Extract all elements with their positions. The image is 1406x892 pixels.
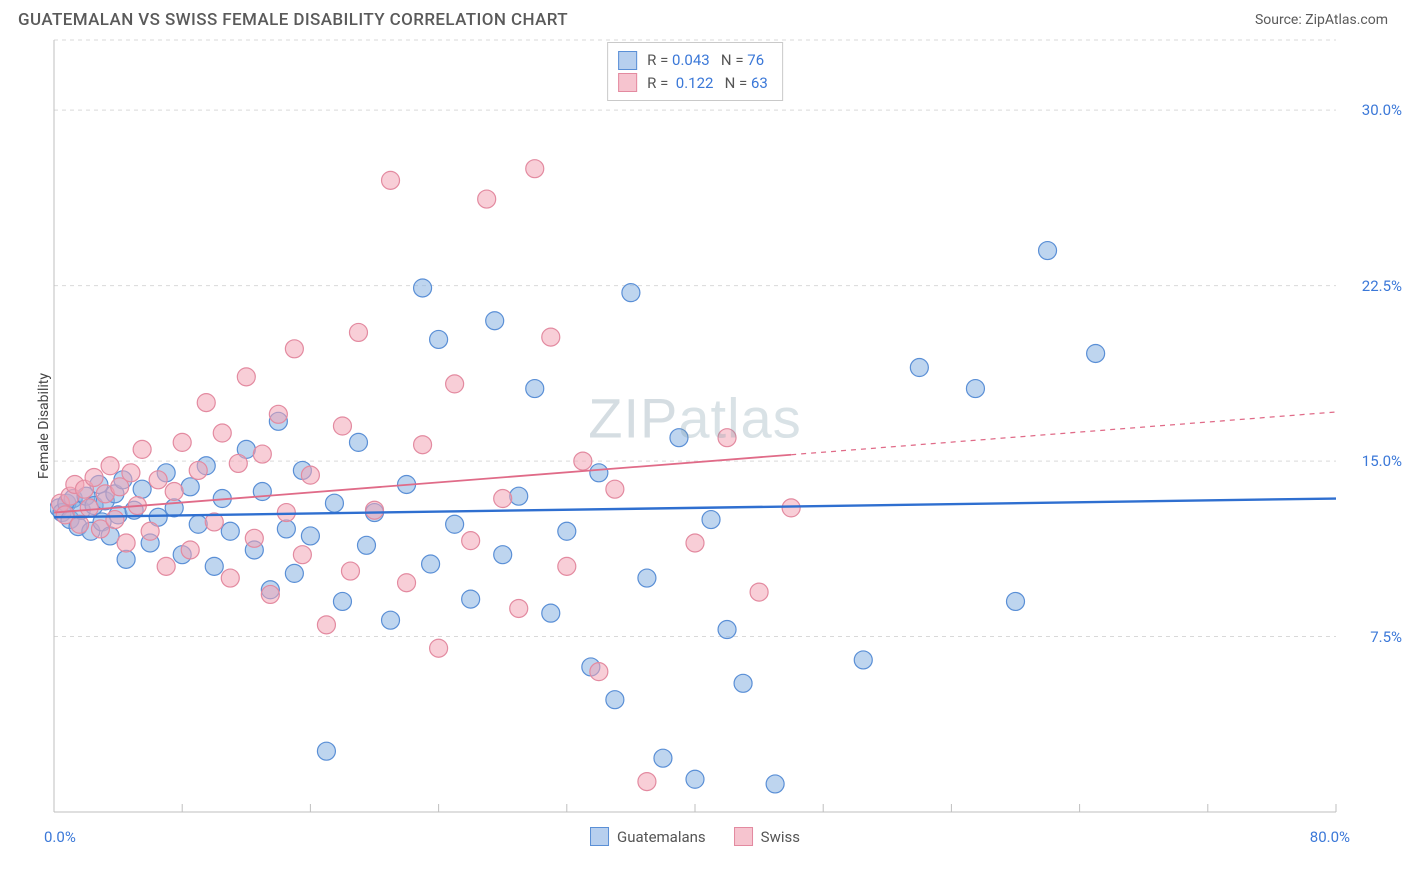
legend-text: R = 0.122 N = 63 [647,72,768,95]
scatter-chart [50,36,1340,816]
x-axis-max-label: 80.0% [1310,828,1350,846]
legend-item: Guatemalans [590,827,706,846]
legend-swatch-icon [618,73,637,92]
legend-label: Swiss [761,828,800,846]
series-legend: Guatemalans Swiss [590,827,800,846]
legend-swatch-icon [734,827,753,846]
y-axis-tick-label: 30.0% [1362,101,1402,119]
chart-title: GUATEMALAN VS SWISS FEMALE DISABILITY CO… [18,10,568,30]
y-axis-tick-label: 7.5% [1370,628,1402,646]
source-label: Source: ZipAtlas.com [1255,12,1388,28]
x-axis-min-label: 0.0% [44,828,76,846]
legend-row: R = 0.122 N = 63 [618,72,768,95]
legend-swatch-icon [618,51,637,70]
legend-label: Guatemalans [617,828,706,846]
y-axis-title: Female Disability [36,373,52,479]
legend-swatch-icon [590,827,609,846]
legend-item: Swiss [734,827,800,846]
y-axis-tick-label: 22.5% [1362,277,1402,295]
y-axis-tick-label: 15.0% [1362,452,1402,470]
correlation-legend: R = 0.043 N = 76 R = 0.122 N = 63 [607,42,783,101]
chart-container: Female Disability ZIPatlas R = 0.043 N =… [50,36,1340,816]
legend-row: R = 0.043 N = 76 [618,49,768,72]
legend-text: R = 0.043 N = 76 [647,49,764,72]
